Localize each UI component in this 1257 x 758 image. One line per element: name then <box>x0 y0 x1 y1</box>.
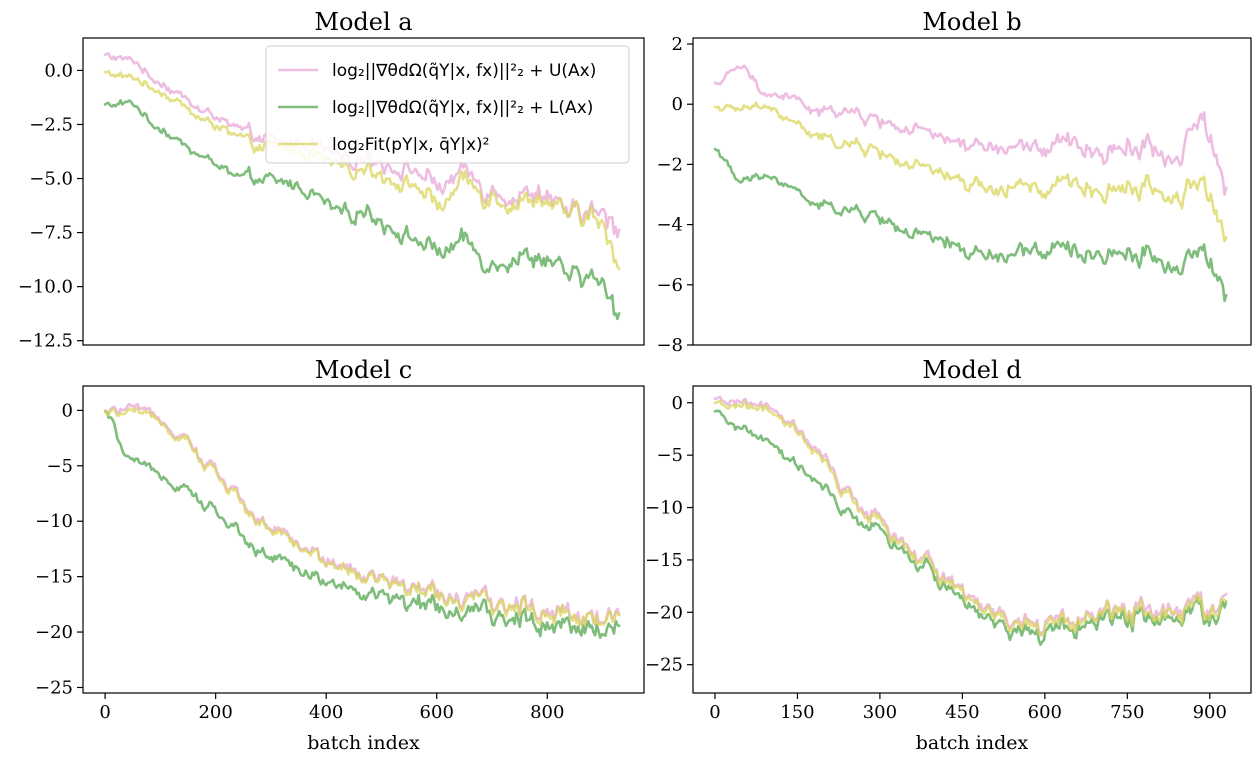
model-c-fit-series <box>103 406 621 627</box>
model-c-axes-frame <box>82 385 645 694</box>
model-c-y-tick-label: −20 <box>35 622 73 643</box>
model-b-axes-frame <box>692 37 1252 346</box>
model-c-title: Model c <box>315 356 412 384</box>
model-a-panel: Model a 0.0 −2.5 −5.0 −7.5 −10.0 −12.5 log₂||∇θ… <box>18 8 645 352</box>
model-a-title: Model a <box>314 8 412 36</box>
model-a-y-tick-label: −12.5 <box>18 331 73 352</box>
model-c-y-tick-label: −5 <box>46 456 73 477</box>
model-d-x-tick-label: 300 <box>863 702 897 723</box>
model-d-y-tick-label: −25 <box>645 655 683 676</box>
model-d-y-tick-label: −10 <box>645 498 683 519</box>
model-c-y-tick-label: −25 <box>35 677 73 698</box>
model-b-y-tick-label: 2 <box>672 34 683 55</box>
model-c-x-axis-label: batch index <box>307 732 420 754</box>
model-d-plot-area <box>713 395 1228 646</box>
model-b-y-tick-label: 0 <box>672 94 683 115</box>
model-c-x-tick-label: 0 <box>99 702 110 723</box>
model-d-y-tick-label: −15 <box>645 550 683 571</box>
model-c-lower-bound-series <box>103 410 621 639</box>
model-a-y-tick-label: −5.0 <box>29 169 73 190</box>
model-c-x-tick-label: 600 <box>420 702 454 723</box>
model-d-lower-bound-series <box>713 409 1228 646</box>
model-d-x-tick-label: 750 <box>1110 702 1144 723</box>
model-b-lower-bound-series <box>713 147 1228 303</box>
model-d-x-axis-label: batch index <box>916 732 1029 754</box>
model-d-title: Model d <box>922 356 1021 384</box>
legend-entry-upper-bound-series: log₂||∇θdΩ(q̃Y|x, fx)||²₂ + U(Ax) <box>332 61 596 81</box>
legend-entry-lower-bound-series: log₂||∇θdΩ(q̃Y|x, fx)||²₂ + L(Ax) <box>332 98 593 118</box>
model-d-y-tick-label: −20 <box>645 602 683 623</box>
model-b-y-tick-label: −2 <box>656 154 683 175</box>
model-c-x-tick-label: 400 <box>309 702 343 723</box>
model-d-y-tick-label: −5 <box>656 445 683 466</box>
model-a-axes-frame <box>82 37 645 346</box>
model-c-y-tick-label: −10 <box>35 511 73 532</box>
model-a-y-tick-label: −2.5 <box>29 114 73 135</box>
model-a-y-tick-label: −7.5 <box>29 223 73 244</box>
model-a-fit-series <box>103 69 621 271</box>
model-d-axes-frame <box>692 385 1252 694</box>
model-b-y-tick-label: −8 <box>656 335 683 356</box>
model-d-x-tick-label: 600 <box>1028 702 1062 723</box>
model-a-y-tick-label: 0.0 <box>44 60 73 81</box>
legend-entry-fit-series: log₂Fit(pY|x, q̄Y|x)² <box>332 135 489 155</box>
model-d-upper-bound-series <box>713 395 1228 637</box>
model-a-y-tick-label: −10.0 <box>18 277 73 298</box>
model-d-panel: Model d 0 −5 −10 −15 −20 −25 0 150 300 450 600 750 90… <box>645 356 1252 754</box>
legend-box <box>265 45 630 164</box>
model-d-x-tick-label: 450 <box>945 702 979 723</box>
model-c-y-tick-label: 0 <box>62 400 73 421</box>
model-b-fit-series <box>713 101 1228 243</box>
model-d-x-tick-label: 0 <box>709 702 720 723</box>
model-b-panel: Model b 2 0 −2 −4 −6 −8 <box>656 8 1252 356</box>
model-c-plot-area <box>103 402 621 639</box>
model-d-x-tick-label: 150 <box>780 702 814 723</box>
legend: log₂||∇θdΩ(q̃Y|x, fx)||²₂ + U(Ax) log₂||∇… <box>265 45 630 164</box>
model-c-panel: Model c 0 −5 −10 −15 −20 −25 0 200 400 600 800 batch… <box>35 356 645 754</box>
model-c-x-tick-label: 200 <box>198 702 232 723</box>
model-b-plot-area <box>713 64 1228 303</box>
model-b-upper-bound-series <box>713 64 1228 196</box>
model-b-title: Model b <box>922 8 1021 36</box>
model-d-fit-series <box>713 399 1228 637</box>
model-b-y-tick-label: −4 <box>656 215 683 236</box>
model-a-lower-bound-series <box>103 99 621 321</box>
model-d-x-tick-label: 900 <box>1193 702 1227 723</box>
model-b-y-tick-label: −6 <box>656 275 683 296</box>
model-c-y-tick-label: −15 <box>35 567 73 588</box>
model-d-y-tick-label: 0 <box>672 393 683 414</box>
model-c-x-tick-label: 800 <box>530 702 564 723</box>
